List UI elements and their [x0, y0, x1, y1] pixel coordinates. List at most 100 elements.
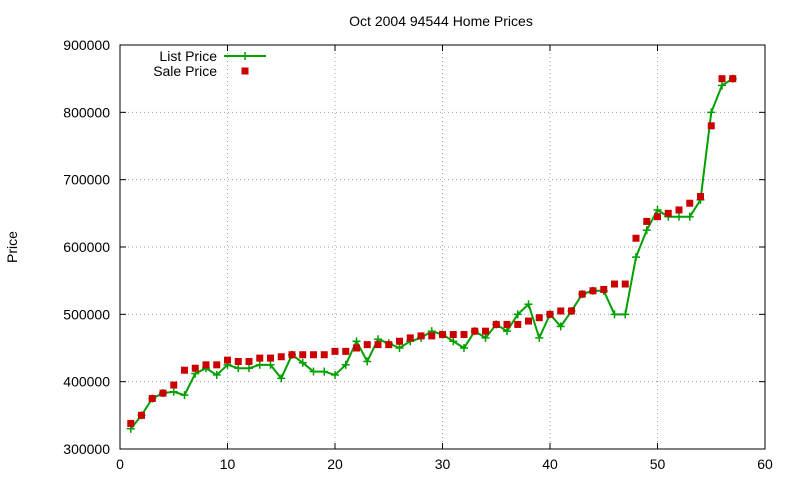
x-tick-label: 30 — [435, 456, 451, 472]
data-point-sale-price — [267, 354, 274, 362]
legend-marker-sale-price — [241, 67, 249, 75]
data-point-list-price — [707, 108, 716, 117]
data-point-sale-price — [428, 332, 436, 340]
data-point-sale-price — [546, 310, 554, 318]
data-point-sale-price — [310, 351, 317, 359]
data-point-sale-price — [245, 357, 253, 365]
data-point-list-price — [718, 81, 726, 90]
data-point-sale-price — [568, 307, 575, 315]
data-point-sale-price — [611, 280, 618, 288]
plot-area — [126, 74, 737, 433]
data-point-sale-price — [224, 356, 231, 364]
chart-title: Oct 2004 94544 Home Prices — [349, 13, 533, 29]
legend-marker-list-price — [241, 52, 249, 60]
axis-ticks: 0 10 20 30 40 50 60 300000 400000 500000 600000 700… — [63, 37, 773, 472]
data-point-list-price — [255, 360, 264, 369]
data-point-sale-price — [718, 75, 726, 83]
data-point-sale-price — [482, 327, 489, 335]
legend-label-sale-price: Sale Price — [153, 63, 217, 79]
data-point-list-price — [632, 253, 640, 262]
data-point-sale-price — [729, 75, 737, 83]
data-point-sale-price — [320, 351, 328, 359]
data-point-list-price — [180, 391, 189, 400]
data-point-list-price — [675, 212, 683, 221]
data-point-list-price — [234, 364, 243, 373]
y-tick-label: 800000 — [63, 104, 110, 120]
data-point-sale-price — [363, 341, 371, 349]
data-point-list-price — [556, 322, 565, 331]
data-point-list-price — [169, 387, 178, 396]
data-point-sale-price — [471, 327, 479, 335]
x-tick-label: 40 — [542, 456, 558, 472]
data-point-sale-price — [127, 419, 135, 427]
data-point-sale-price — [697, 193, 704, 200]
x-tick-label: 50 — [650, 456, 666, 472]
data-point-sale-price — [578, 290, 586, 298]
data-point-list-price — [395, 344, 404, 352]
data-point-sale-price — [503, 320, 511, 328]
data-point-sale-price — [277, 353, 285, 361]
x-tick-label: 20 — [327, 456, 343, 472]
data-point-sale-price — [686, 199, 694, 207]
data-point-sale-price — [299, 351, 307, 359]
data-point-sale-price — [138, 411, 145, 419]
data-point-sale-price — [632, 234, 640, 242]
series-line-list-price — [129, 77, 734, 430]
data-point-sale-price — [406, 334, 414, 342]
data-point-sale-price — [170, 381, 178, 389]
data-point-list-price — [298, 358, 307, 367]
data-point-list-price — [460, 344, 468, 352]
data-point-sale-price — [557, 307, 565, 315]
data-point-sale-price — [353, 344, 360, 352]
data-point-sale-price — [621, 280, 629, 288]
y-axis-label: Price — [4, 231, 20, 263]
data-point-sale-price — [202, 361, 210, 369]
data-point-sale-price — [514, 320, 522, 328]
data-point-list-price — [363, 357, 372, 366]
data-point-sale-price — [288, 351, 296, 359]
data-point-sale-price — [256, 354, 264, 362]
data-point-sale-price — [664, 209, 672, 217]
data-point-list-price — [352, 337, 361, 346]
data-point-list-price — [685, 212, 694, 221]
data-point-sale-price — [417, 332, 425, 340]
data-point-sale-price — [191, 364, 199, 372]
data-point-list-price — [212, 370, 221, 379]
y-tick-label: 400000 — [63, 374, 110, 390]
data-point-sale-price — [643, 217, 651, 225]
data-point-sale-price — [181, 366, 188, 374]
data-point-list-price — [524, 300, 533, 309]
x-tick-label: 10 — [220, 456, 236, 472]
data-point-sale-price — [449, 331, 457, 339]
data-point-list-price — [481, 333, 490, 342]
x-tick-label: 60 — [757, 456, 773, 472]
data-point-list-price — [266, 360, 275, 369]
data-point-list-price — [535, 333, 544, 342]
data-point-list-price — [513, 310, 522, 319]
y-tick-label: 300000 — [63, 441, 110, 457]
data-point-sale-price — [342, 347, 350, 355]
data-point-sale-price — [460, 331, 468, 339]
data-point-sale-price — [535, 314, 543, 322]
y-tick-label: 600000 — [63, 239, 110, 255]
data-point-list-price — [653, 205, 662, 214]
y-tick-label: 700000 — [63, 172, 110, 188]
data-point-sale-price — [654, 213, 661, 221]
legend-label-list-price: List Price — [159, 48, 217, 64]
data-point-sale-price — [159, 389, 167, 397]
data-point-list-price — [341, 360, 350, 369]
y-tick-label: 500000 — [63, 306, 110, 322]
data-point-list-price — [245, 364, 253, 373]
data-point-sale-price — [385, 341, 393, 349]
data-point-sale-price — [396, 337, 403, 345]
data-point-list-price — [309, 367, 318, 376]
data-point-sale-price — [439, 331, 446, 339]
data-point-sale-price — [707, 122, 715, 130]
legend: List Price Sale Price — [153, 48, 266, 79]
data-point-sale-price — [331, 347, 339, 355]
data-point-list-price — [277, 374, 286, 383]
data-point-sale-price — [148, 395, 156, 402]
data-point-list-price — [642, 226, 651, 235]
data-point-sale-price — [600, 285, 608, 293]
